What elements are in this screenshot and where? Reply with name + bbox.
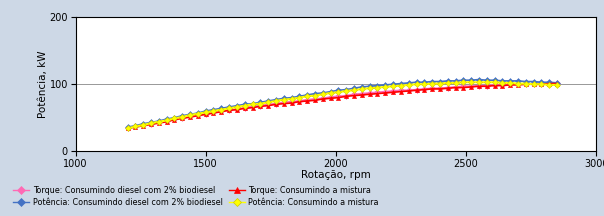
X-axis label: Rotação, rpm: Rotação, rpm (301, 170, 371, 180)
Legend: Torque: Consumindo diesel com 2% biodiesel, Potência: Consumindo diesel com 2% b: Torque: Consumindo diesel com 2% biodies… (10, 183, 382, 210)
Y-axis label: Potência, kW: Potência, kW (38, 51, 48, 118)
